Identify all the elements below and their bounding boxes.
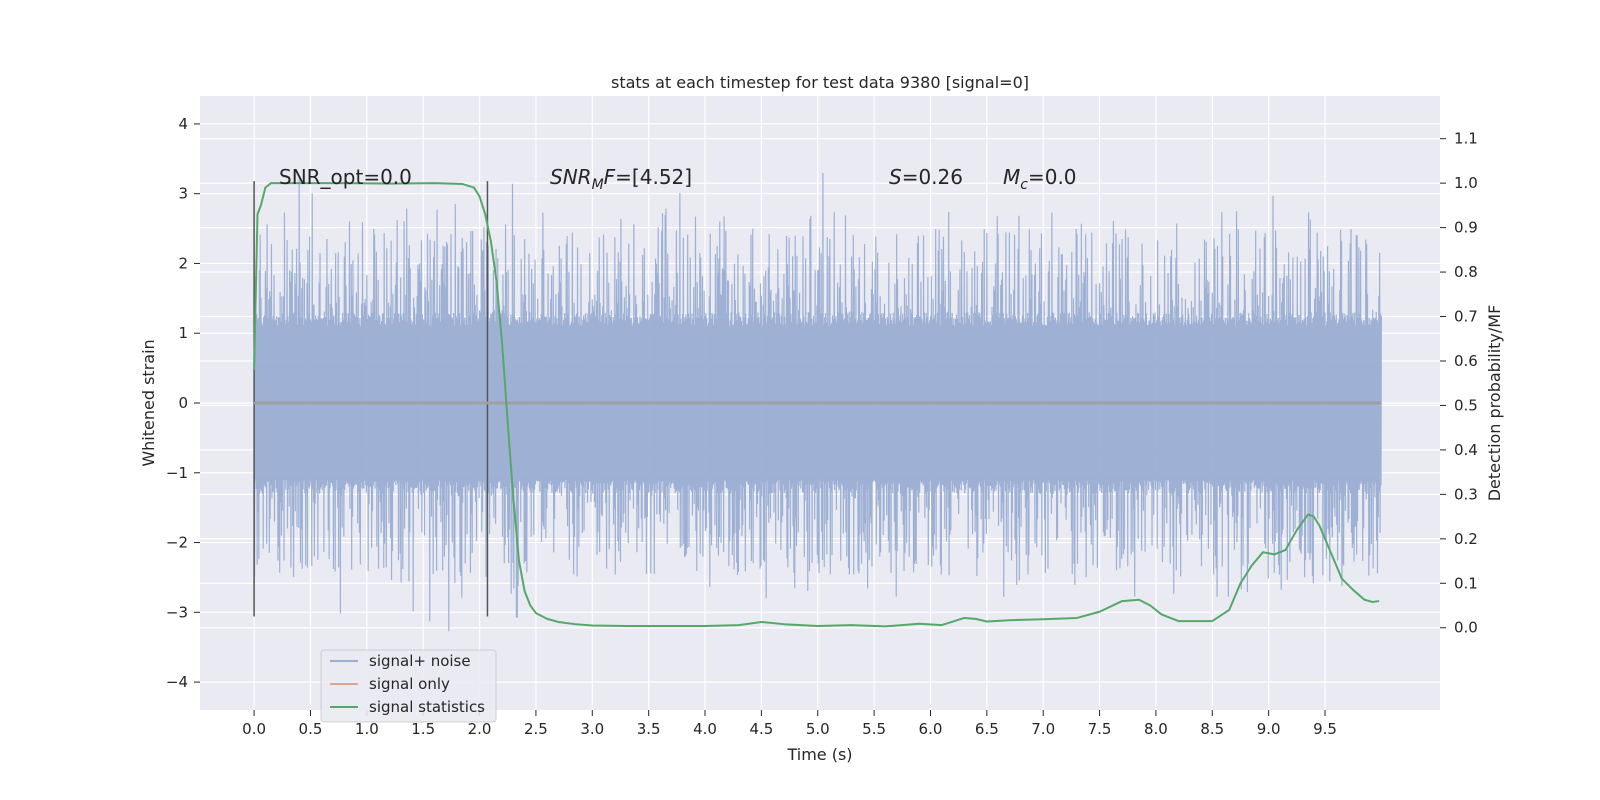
y2-tick-label-1: 0.1: [1454, 574, 1478, 592]
y-axis-label: Whitened strain: [139, 339, 158, 466]
x-tick-label-14: 7.0: [1031, 720, 1055, 738]
legend: signal+ noise signal only signal statist…: [320, 649, 497, 723]
y-tick-label-4: 0: [178, 394, 188, 412]
legend-label-signal-statistics: signal statistics: [369, 698, 485, 716]
y2-tick-label-2: 0.2: [1454, 530, 1478, 548]
legend-box: [320, 649, 497, 723]
x-tick-label-8: 4.0: [693, 720, 717, 738]
x-tick-label-5: 2.5: [524, 720, 548, 738]
signal-noise-line: [253, 172, 1382, 632]
signal-statistics-line: [253, 182, 1380, 628]
y2-tick-label-5: 0.5: [1454, 396, 1478, 414]
y2-tick-label-10: 1.0: [1454, 174, 1478, 192]
y-axis-ticks: −4 −3 −2 −1 0 1 2 3 4: [166, 115, 200, 691]
x-tick-label-10: 5.0: [806, 720, 830, 738]
x-tick-label-16: 8.0: [1144, 720, 1168, 738]
y-tick-label-3: −1: [166, 464, 188, 482]
x-tick-label-3: 1.5: [411, 720, 435, 738]
x-tick-label-11: 5.5: [862, 720, 886, 738]
x-tick-label-0: 0.0: [242, 720, 266, 738]
x-axis-label: Time (s): [786, 745, 852, 764]
y-tick-label-8: 4: [178, 115, 188, 133]
legend-label-signal-noise: signal+ noise: [369, 652, 471, 670]
y2-tick-label-6: 0.6: [1454, 352, 1478, 370]
y-tick-label-6: 2: [178, 254, 188, 272]
annotation-snr-mf: SNRMF=[4.52]: [550, 165, 692, 193]
x-tick-label-18: 9.0: [1257, 720, 1281, 738]
x-tick-label-6: 3.0: [580, 720, 604, 738]
x-tick-label-19: 9.5: [1313, 720, 1337, 738]
x-tick-label-12: 6.0: [919, 720, 943, 738]
y-tick-label-0: −4: [166, 673, 188, 691]
y2-tick-label-11: 1.1: [1454, 130, 1478, 148]
y2-tick-label-9: 0.9: [1454, 219, 1478, 237]
chart-title: stats at each timestep for test data 938…: [611, 73, 1029, 92]
x-axis-ticks: 0.0 0.5 1.0 1.5 2.0 2.5 3.0 3.5 4.0 4.5 5.0 5.5 6.0 6…: [242, 710, 1337, 738]
y2-tick-label-8: 0.8: [1454, 263, 1478, 281]
y2-axis-label: Detection probability/MF: [1485, 305, 1504, 502]
y2-tick-label-7: 0.7: [1454, 308, 1478, 326]
legend-label-signal-only: signal only: [369, 675, 450, 693]
y-tick-label-5: 1: [178, 324, 188, 342]
x-tick-label-1: 0.5: [299, 720, 323, 738]
x-tick-label-15: 7.5: [1088, 720, 1112, 738]
y2-tick-label-3: 0.3: [1454, 485, 1478, 503]
y2-tick-label-0: 0.0: [1454, 619, 1478, 637]
annotation-snr-opt: SNR_opt=0.0: [279, 165, 412, 189]
signal-statistics-series: [253, 182, 1380, 628]
y-tick-label-2: −2: [166, 534, 188, 552]
annotation-s-value: S=0.26: [889, 165, 963, 189]
y-tick-label-7: 3: [178, 185, 188, 203]
signal-noise-series: [253, 172, 1382, 632]
y2-axis-ticks: 0.0 0.1 0.2 0.3 0.4 0.5 0.6 0.7 0.8 0.9 1.0 1.1: [1440, 130, 1478, 637]
x-tick-label-13: 6.5: [975, 720, 999, 738]
annotation-mc-value: Mc=0.0: [1003, 165, 1077, 193]
y2-tick-label-4: 0.4: [1454, 441, 1478, 459]
x-tick-label-4: 2.0: [468, 720, 492, 738]
x-tick-label-17: 8.5: [1200, 720, 1224, 738]
y-tick-label-1: −3: [166, 603, 188, 621]
x-tick-label-7: 3.5: [637, 720, 661, 738]
x-tick-label-2: 1.0: [355, 720, 379, 738]
vertical-markers: [253, 181, 489, 617]
x-tick-label-9: 4.5: [749, 720, 773, 738]
